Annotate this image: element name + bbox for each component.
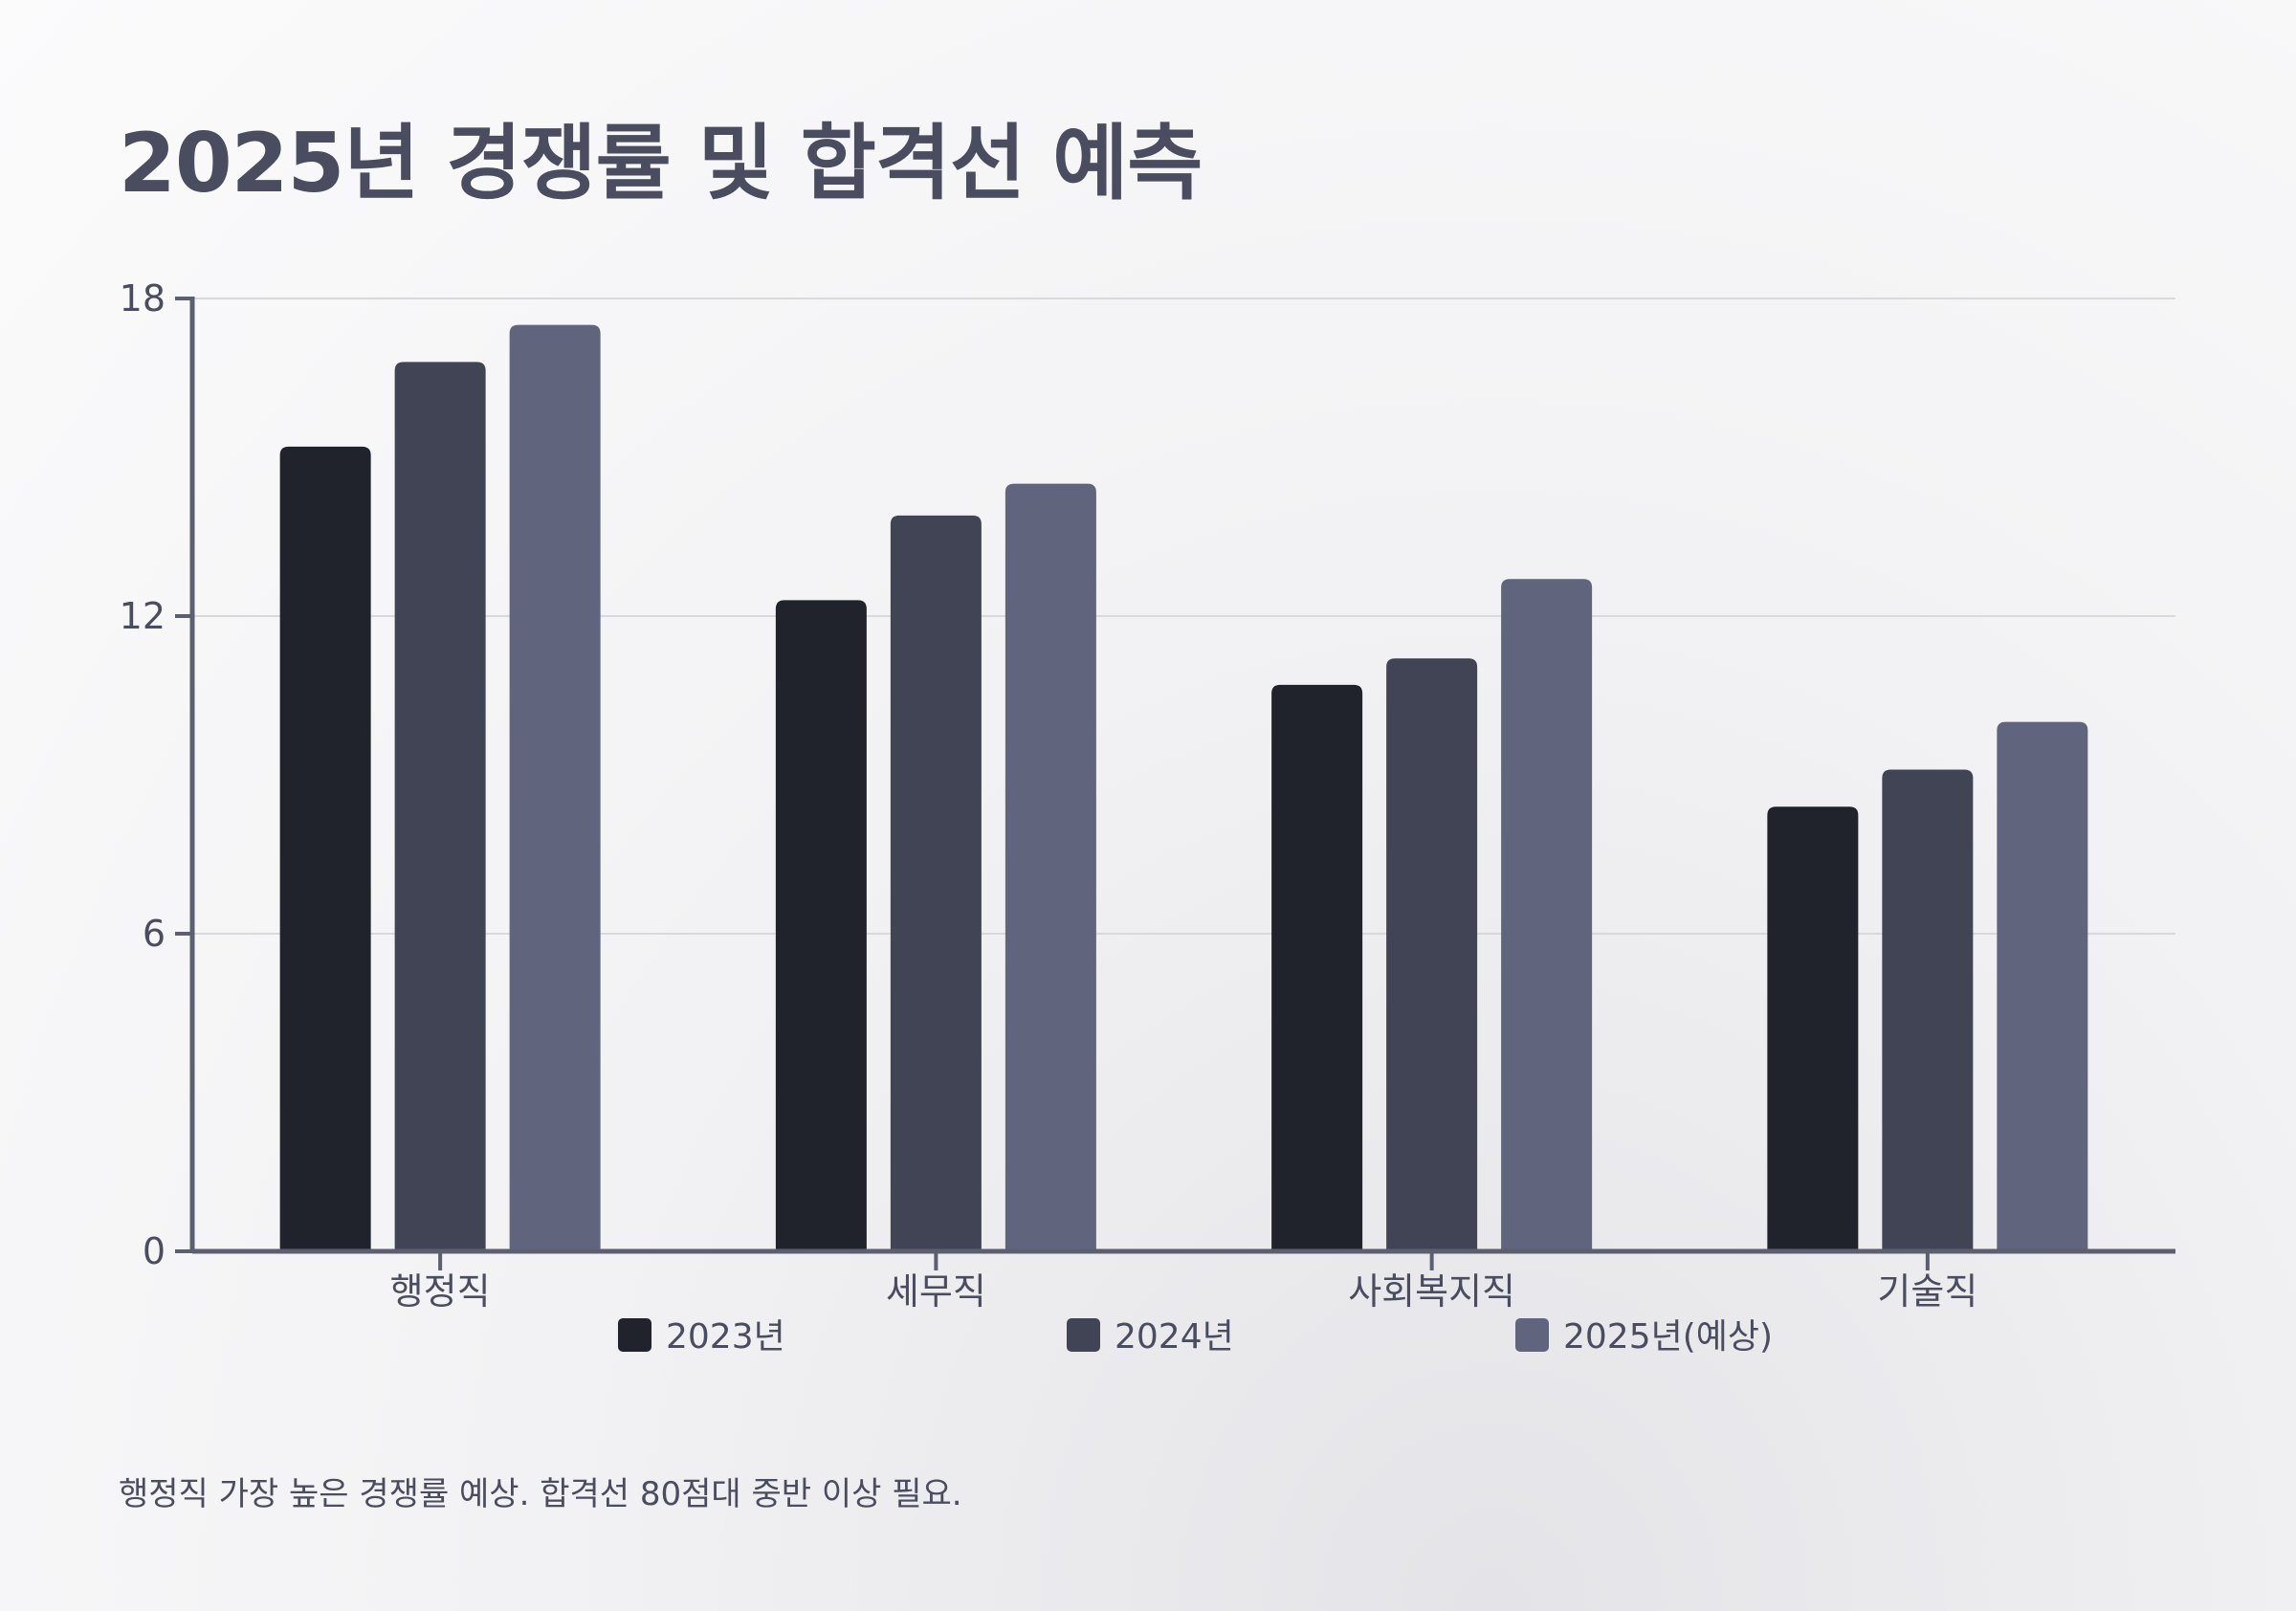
legend-label: 2025년(예상)	[1563, 1317, 1773, 1357]
y-tick-label: 0	[143, 1230, 166, 1272]
bar	[1004, 483, 1096, 1252]
legend-swatch	[1515, 1318, 1549, 1352]
bar	[509, 324, 601, 1252]
bar	[1997, 721, 2088, 1251]
bar	[394, 362, 486, 1251]
y-tick-label: 6	[143, 913, 166, 955]
axes: 0 6 12 18 행정직 세무직 사회복지직 기술직	[120, 277, 2175, 1313]
chart-caption: 행정직 가장 높은 경쟁률 예상. 합격선 80점대 중반 이상 필요.	[119, 1475, 962, 1513]
bar	[1882, 769, 1974, 1251]
legend-swatch	[618, 1318, 651, 1352]
legend-label: 2024년	[1115, 1317, 1234, 1357]
bar	[1501, 579, 1593, 1251]
x-tick-label: 사회복지직	[1348, 1270, 1515, 1313]
bar	[1767, 806, 1859, 1251]
x-tick-label: 기술직	[1877, 1270, 1977, 1313]
gridlines	[192, 298, 2175, 935]
x-tick-label: 행정직	[390, 1270, 491, 1313]
bar	[890, 515, 982, 1251]
bar	[1386, 658, 1478, 1251]
bar	[775, 600, 867, 1251]
y-tick-label: 18	[120, 277, 166, 320]
bars	[279, 324, 2088, 1252]
legend-label: 2023년	[666, 1317, 785, 1357]
legend-swatch	[1067, 1318, 1100, 1352]
x-tick-label: 세무직	[886, 1270, 986, 1313]
page-title: 2025년 경쟁률 및 합격선 예측	[119, 116, 1203, 211]
bar	[279, 446, 371, 1251]
y-tick-label: 12	[120, 595, 166, 637]
legend: 2023년 2024년 2025년(예상)	[618, 1317, 1773, 1357]
bar	[1271, 684, 1363, 1251]
